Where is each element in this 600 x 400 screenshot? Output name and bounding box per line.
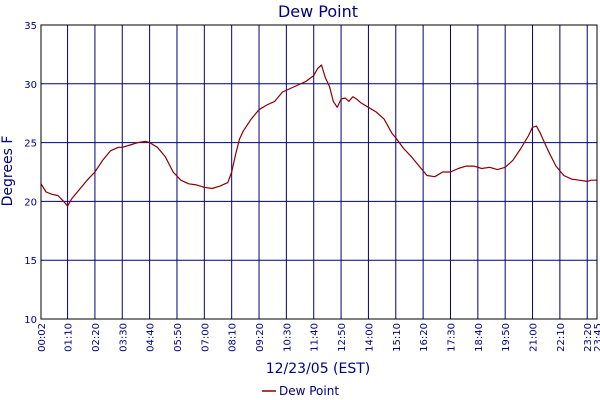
grid-lines (40, 24, 598, 320)
x-tick-label: 12:50 (337, 323, 348, 352)
series-line-dew-point (40, 64, 597, 207)
y-tick-label: 35 (24, 21, 37, 32)
y-tick-label: 15 (24, 256, 37, 267)
x-tick-label: 04:40 (146, 323, 157, 352)
x-tick-label: 16:20 (419, 323, 430, 352)
x-tick-label: 08:10 (228, 323, 239, 352)
x-tick-label: 19:50 (501, 323, 512, 352)
x-tick-label: 11:40 (310, 323, 321, 352)
y-tick-label: 30 (24, 80, 37, 91)
legend: Dew Point (262, 384, 339, 398)
x-tick-label: 07:00 (200, 323, 211, 352)
x-tick-label: 01:10 (64, 323, 75, 352)
x-tick-label: 02:20 (91, 323, 102, 352)
y-tick-label: 25 (24, 139, 37, 150)
x-tick-label: 17:30 (446, 323, 457, 352)
y-axis-label: Degrees F (0, 136, 16, 207)
y-tick-label: 20 (24, 197, 37, 208)
x-tick-label: 15:10 (392, 323, 403, 352)
x-tick-label: 10:30 (282, 323, 293, 352)
x-tick-label: 09:20 (255, 323, 266, 352)
tick-labels: 10 15 20 25 30 35 00:02 01:10 02:20 03:30 04:40 05:… (24, 21, 600, 352)
x-tick-label: 23:20 (583, 323, 594, 352)
x-tick-label: 05:50 (173, 323, 184, 352)
x-axis-label: 12/23/05 (EST) (266, 361, 371, 377)
x-tick-label: 23:45 (593, 323, 600, 352)
x-tick-label: 21:00 (529, 323, 540, 352)
x-tick-label: 03:30 (118, 323, 129, 352)
y-tick-label: 10 (24, 315, 37, 326)
series-layer (40, 64, 597, 207)
x-tick-label: 00:02 (37, 323, 48, 352)
legend-label-dew-point: Dew Point (279, 384, 339, 398)
chart-title: Dew Point (278, 2, 358, 21)
plot-frame (40, 24, 598, 320)
x-tick-label: 14:00 (364, 323, 375, 352)
x-tick-label: 22:10 (556, 323, 567, 352)
x-tick-label: 18:40 (474, 323, 485, 352)
